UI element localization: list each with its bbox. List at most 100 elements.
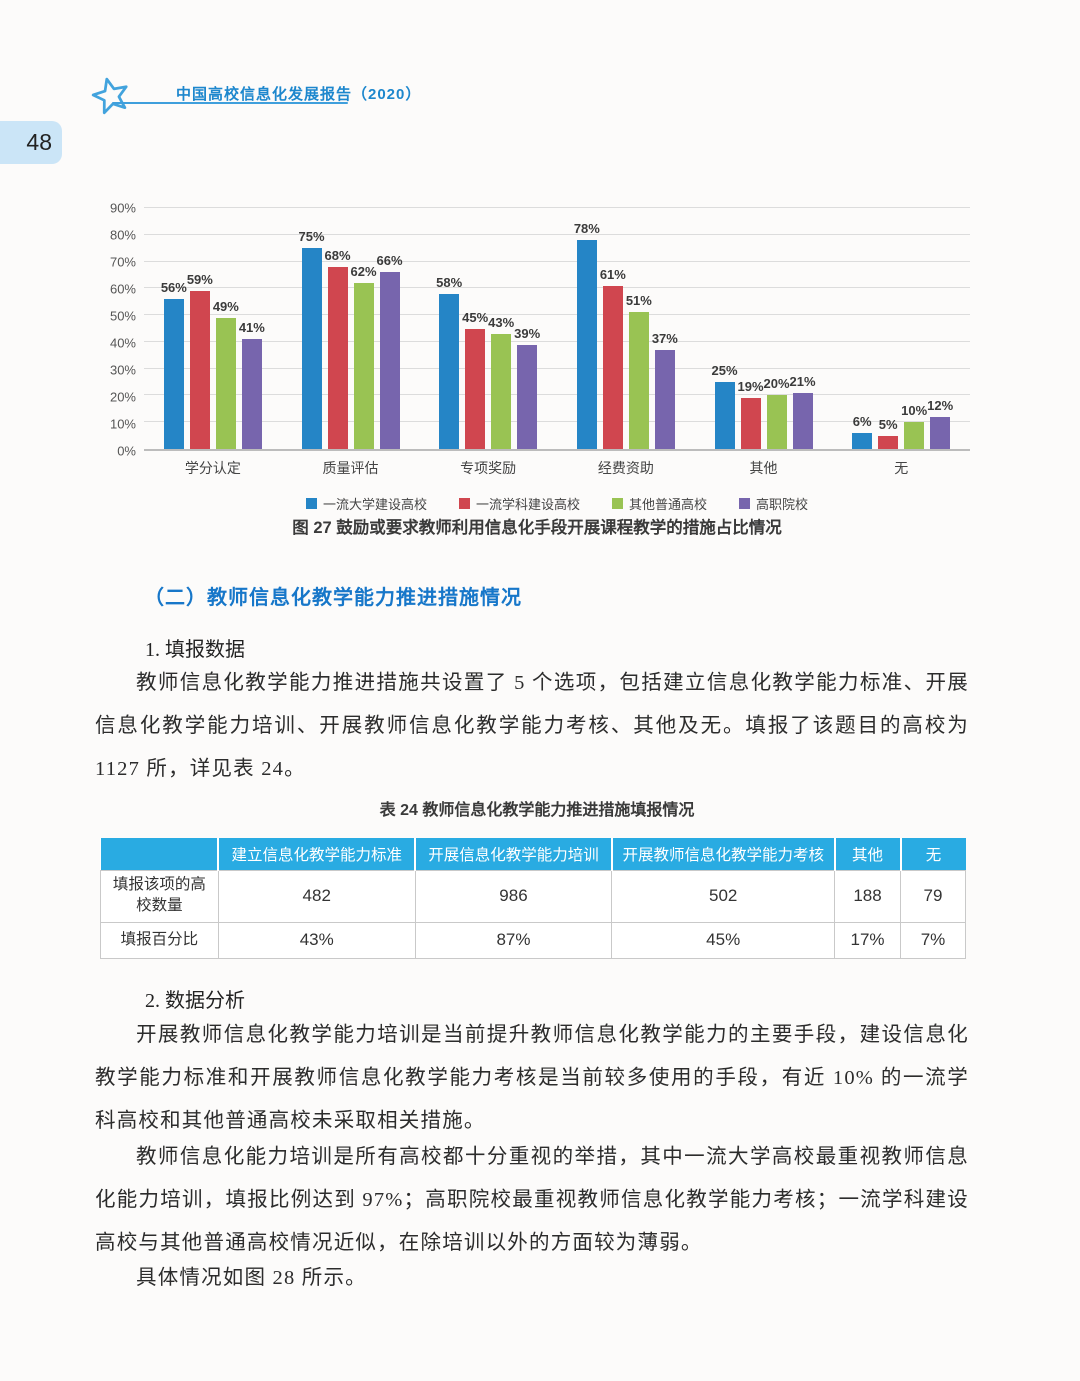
bar-value-label: 59% [186, 272, 213, 288]
bar [163, 299, 184, 449]
gridline [144, 287, 970, 289]
bar-value-label: 66% [376, 253, 403, 269]
bar [714, 382, 735, 449]
bar-slot: 58% [436, 208, 462, 449]
header-underline [112, 102, 348, 104]
bar-slot: 78% [574, 208, 600, 449]
bar [878, 435, 899, 449]
legend-label: 高职院校 [756, 497, 809, 512]
bar-value-label: 6% [852, 413, 872, 429]
chart-x-labels: 学分认定 质量评估 专项奖励 经费资助 其他 无 [144, 458, 970, 478]
bar-slot: 21% [789, 208, 816, 449]
figure-caption: 图 27 鼓励或要求教师利用信息化手段开展课程教学的措施占比情况 [292, 519, 782, 537]
bar [628, 312, 649, 449]
y-axis-tick-label: 10% [109, 416, 136, 432]
legend-label: 其他普通高校 [629, 497, 708, 512]
bar-value-label: 41% [238, 320, 265, 336]
bar-value-label: 56% [160, 280, 187, 296]
table-cell: 45% [611, 921, 836, 959]
gridline [144, 340, 970, 342]
bar-value-label: 43% [488, 314, 515, 330]
gridline [144, 394, 970, 396]
bar-value-label: 61% [599, 266, 626, 282]
y-axis-tick-label: 90% [109, 200, 136, 216]
bar-slot: 61% [599, 208, 626, 449]
subsection-2-heading: 2. 数据分析 [145, 990, 245, 1012]
gridline [144, 314, 970, 316]
bar [576, 240, 597, 449]
legend-swatch [612, 498, 623, 509]
table-cell: 7% [900, 921, 966, 959]
bar-slot: 5% [878, 208, 899, 449]
table-cell: 87% [414, 921, 613, 959]
bar-slot: 10% [901, 208, 928, 449]
bar-slot: 68% [324, 208, 351, 449]
y-axis-tick-label: 70% [109, 254, 136, 270]
bar [215, 317, 236, 449]
bar-value-label: 21% [789, 373, 816, 389]
bar-group: 6% 5% 10% 12% [832, 208, 970, 449]
page-number: 48 [26, 129, 52, 155]
x-axis-category-label: 质量评估 [322, 460, 379, 476]
table-cell: 502 [611, 869, 836, 923]
table-header-cell: 其他 [833, 838, 901, 870]
legend-swatch [305, 498, 317, 509]
table-header-cell: 开展信息化教学能力培训 [414, 838, 612, 870]
table-title: 表 24 教师信息化教学能力推进措施填报情况 [379, 802, 695, 819]
bar-value-label: 5% [878, 416, 898, 432]
page-number-badge: 48 [0, 121, 62, 164]
legend-item: 一流学科建设高校 [458, 494, 580, 513]
bar-value-label: 37% [651, 330, 678, 346]
chart-y-axis: 0% 10% 20% 30% 40% 50% 60% 70% 80% 90% [104, 201, 144, 459]
chart-plot: 56% 59% 49% 41% 75% 68% 62% 66% 58% 45% 43% 39% 78% 6… [144, 207, 970, 451]
bar-value-label: 10% [901, 403, 928, 419]
bar-slot: 41% [238, 208, 265, 449]
legend-swatch [739, 498, 751, 509]
legend-item: 高职院校 [739, 494, 808, 513]
y-axis-tick-label: 0% [117, 443, 136, 459]
bar [241, 339, 262, 449]
chart-legend: 一流大学建设高校 一流学科建设高校 其他普通高校 高职院校 [144, 494, 970, 513]
chart-area: 0% 10% 20% 30% 40% 50% 60% 70% 80% 90% 56% 59% 49% 4… [104, 201, 970, 459]
y-axis-tick-label: 60% [109, 281, 136, 297]
paragraph-analysis-1: 开展教师信息化教学能力培训是当前提升教师信息化教学能力的主要手段，建设信息化教学… [95, 1024, 969, 1132]
bar [301, 248, 322, 449]
x-axis-category-label: 专项奖励 [460, 460, 517, 476]
bar-slot: 62% [350, 208, 377, 449]
bar-slot: 56% [160, 208, 187, 449]
bar-slot: 37% [651, 208, 678, 449]
table-24: 建立信息化教学能力标准 开展信息化教学能力培训 开展教师信息化教学能力考核 其他… [100, 838, 966, 959]
bar [517, 344, 538, 449]
x-axis-category-label: 其他 [749, 460, 778, 476]
table-cell: 43% [217, 921, 416, 959]
bar-group: 56% 59% 49% 41% [144, 208, 282, 449]
table-row-label: 填报该项的高校数量 [100, 869, 219, 923]
legend-label: 一流大学建设高校 [322, 497, 427, 512]
bar-slot: 75% [298, 208, 325, 449]
section-heading: （二）教师信息化教学能力推进措施情况 [144, 587, 522, 609]
bar [189, 291, 210, 449]
bar-value-label: 49% [212, 298, 239, 314]
table-header-cell: 开展教师信息化教学能力考核 [610, 838, 835, 870]
bar-value-label: 45% [462, 309, 489, 325]
bar [792, 392, 813, 449]
bar [930, 416, 951, 449]
bar-slot: 12% [927, 208, 953, 449]
table-cell: 986 [414, 869, 613, 923]
bar-group: 25% 19% 20% 21% [695, 208, 833, 449]
bar-value-label: 20% [763, 376, 790, 392]
bar [465, 328, 486, 449]
bar [602, 285, 623, 449]
legend-label: 一流学科建设高校 [475, 497, 580, 512]
y-axis-tick-label: 20% [109, 389, 136, 405]
bar-group: 75% 68% 62% 66% [282, 208, 420, 449]
x-axis-category-label: 无 [894, 460, 909, 476]
figure-27-bar-chart: 0% 10% 20% 30% 40% 50% 60% 70% 80% 90% 56% 59% 49% 4… [104, 201, 970, 513]
bar [766, 395, 787, 449]
bar [491, 333, 512, 449]
legend-item: 其他普通高校 [612, 494, 707, 513]
star-icon [91, 77, 128, 115]
paragraph-analysis-2: 教师信息化能力培训是所有高校都十分重视的举措，其中一流大学高校最重视教师信息化能… [95, 1146, 969, 1254]
bar [353, 282, 374, 449]
